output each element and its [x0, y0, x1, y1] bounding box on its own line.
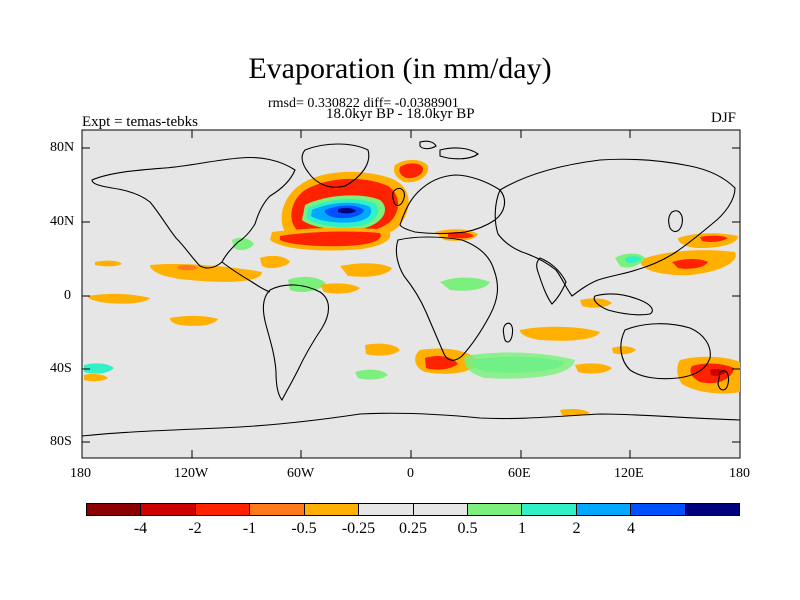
colorbar-cell [576, 504, 632, 515]
x-label-120w: 120W [174, 466, 209, 481]
patch-caribbean-orange [260, 255, 290, 269]
patch-nw-pacific-cyan [625, 256, 642, 263]
colorbar-cell [195, 504, 251, 515]
coastline-japan [668, 210, 683, 233]
coastline-svalbard [419, 140, 437, 150]
colorbar-cell [141, 504, 196, 515]
coastline-madagascar [502, 322, 514, 343]
colorbar-cell [467, 504, 523, 515]
patch-s-pacific-far-east-orange [84, 374, 108, 382]
colorbar-label: 0.5 [457, 520, 478, 537]
patch-tropical-atlantic-orange [340, 263, 392, 277]
patch-s-pacific-green [355, 369, 388, 380]
patch-e-pacific-orange-2 [95, 260, 122, 267]
patch-indian-orange [520, 326, 600, 341]
coastline-uk [392, 187, 405, 207]
x-label-60w: 60W [287, 466, 315, 481]
season-label: DJF [711, 110, 737, 126]
patch-n-atl-south-red [280, 231, 381, 247]
patch-indian-green [440, 277, 490, 291]
y-label-80n: 80N [50, 140, 75, 155]
colorbar-cell [304, 504, 360, 515]
colorbar-label: 2 [572, 520, 581, 537]
colorbar-label: 0.25 [399, 520, 427, 537]
x-label-60e: 60E [508, 466, 531, 481]
colorbar-label: -1 [242, 520, 257, 537]
coastline-central-america [221, 261, 271, 293]
anomaly-patches [84, 159, 740, 417]
map-title: Evaporation (in mm/day) [248, 52, 552, 85]
coastline-south-america [262, 284, 330, 402]
patch-ne-pacific-red [178, 264, 198, 271]
patch-s-pacific-far-east-green [84, 363, 114, 374]
coastline-north-america [91, 156, 296, 269]
patch-tropical-atlantic-orange-2 [320, 283, 360, 294]
colorbar-label: 1 [518, 520, 526, 537]
y-label-40n: 40N [50, 214, 75, 229]
coastline-asia [494, 158, 736, 297]
coastline-greenland [301, 143, 370, 188]
axis-ticks [81, 130, 741, 458]
coastlines [81, 140, 741, 437]
y-label-0: 0 [64, 288, 71, 303]
x-label-120e: 120E [614, 466, 644, 481]
colorbar-label: -0.25 [341, 520, 376, 537]
period-label: 18.0kyr BP - 18.0kyr BP [326, 106, 475, 122]
map-background [81, 129, 741, 459]
coastline-europe [399, 174, 506, 235]
y-label-80s: 80S [50, 434, 72, 449]
colorbar-cell [685, 504, 740, 515]
colorbar-cell [250, 504, 305, 515]
colorbar-cell [359, 504, 414, 515]
patch-north-atlantic-navy [338, 207, 356, 214]
patch-tropical-pacific-orange [88, 293, 150, 304]
y-label-40s: 40S [50, 361, 72, 376]
experiment-label: Expt = temas-tebks [82, 114, 198, 130]
patch-nw-pacific-red [672, 259, 708, 269]
statistics-line: rmsd= 0.330822 diff= -0.0388901 [268, 96, 459, 111]
colorbar-cell [413, 504, 468, 515]
coastline-india [536, 257, 567, 305]
colorbar [86, 503, 740, 516]
colorbar-label: -0.5 [291, 520, 317, 537]
x-label-180-right: 180 [729, 466, 750, 481]
colorbar-cell [522, 504, 577, 515]
patch-se-pacific-orange [560, 409, 590, 417]
colorbar-label: -4 [133, 520, 148, 537]
patch-w-australia-orange [612, 346, 636, 355]
colorbar-label: -2 [188, 520, 202, 537]
coastline-indonesia [593, 293, 653, 316]
patch-s-indian-orange [575, 363, 612, 374]
colorbar-cell [87, 504, 142, 515]
patch-tropical-atlantic-green [288, 276, 326, 292]
coastline-antarctica [81, 412, 741, 437]
coastline-australia [620, 323, 711, 380]
patch-nordic-red [399, 163, 424, 179]
x-label-0: 0 [407, 466, 414, 481]
x-label-180-left: 180 [70, 466, 91, 481]
coastline-arctic-islands [439, 147, 479, 160]
colorbar-cell [631, 504, 686, 515]
patch-s-indian-green [464, 352, 575, 379]
coastline-new-zealand [717, 370, 730, 391]
colorbar-label: 4 [627, 520, 635, 537]
patch-nw-pacific-red-2 [700, 235, 728, 242]
patch-s-pacific-orange-2 [365, 343, 400, 356]
patch-s-pacific-orange [170, 315, 218, 326]
patch-gulf-green [232, 237, 254, 251]
coastline-africa [395, 236, 499, 361]
